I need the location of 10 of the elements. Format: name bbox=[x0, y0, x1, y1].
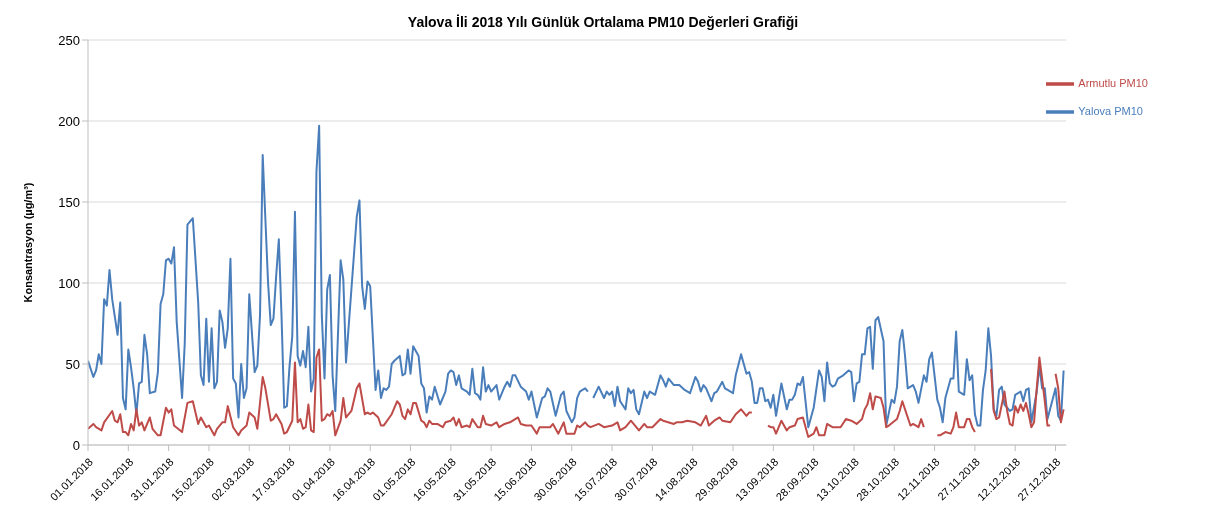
chart-title: Yalova İli 2018 Yılı Günlük Ortalama PM10 Değerleri Grafiği bbox=[406, 13, 800, 30]
y-axis-title: Konsantrasyon (µg/m³) bbox=[21, 182, 34, 303]
legend-label: Yalova PM10 bbox=[1078, 104, 1143, 117]
y-tick-label: 250 bbox=[58, 32, 80, 48]
y-tick-label: 50 bbox=[65, 356, 80, 372]
y-tick-label: 200 bbox=[58, 113, 80, 129]
legend-label: Armutlu PM10 bbox=[1078, 76, 1148, 89]
y-tick-label: 0 bbox=[72, 437, 80, 453]
y-tick-label: 100 bbox=[58, 275, 80, 291]
y-tick-label: 150 bbox=[58, 194, 80, 210]
